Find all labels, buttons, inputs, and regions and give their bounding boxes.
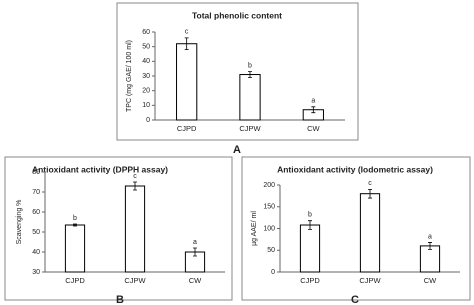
y-tick-label: 20 bbox=[142, 88, 150, 95]
significance-letter: c bbox=[133, 173, 137, 180]
y-tick-label: 60 bbox=[142, 29, 150, 36]
significance-letter: a bbox=[428, 233, 432, 240]
significance-letter: b bbox=[248, 62, 252, 69]
y-tick-label: 60 bbox=[32, 209, 40, 216]
bar bbox=[64, 224, 86, 273]
bar bbox=[124, 185, 146, 273]
panel-frame bbox=[116, 2, 359, 141]
panel-label: C bbox=[351, 294, 359, 305]
error-bar bbox=[184, 37, 189, 50]
panel-label: A bbox=[233, 144, 241, 156]
y-tick-label: 0 bbox=[271, 269, 275, 276]
error-bar bbox=[428, 242, 432, 250]
x-tick-label: CJPW bbox=[239, 124, 261, 133]
error-bar bbox=[193, 247, 197, 257]
x-tick-label: CJPD bbox=[177, 124, 197, 133]
error-bar bbox=[248, 71, 252, 78]
bar bbox=[359, 193, 381, 273]
y-tick-label: 70 bbox=[32, 189, 40, 196]
chart-title: Total phenolic content bbox=[192, 10, 282, 20]
significance-letter: a bbox=[311, 98, 315, 105]
panel-frame bbox=[4, 156, 233, 301]
error-bar bbox=[308, 220, 312, 230]
y-tick-label: 30 bbox=[142, 73, 150, 80]
x-tick-label: CW bbox=[307, 124, 320, 133]
y-tick-label: 100 bbox=[263, 225, 275, 232]
error-bar bbox=[368, 188, 372, 199]
panel-label: B bbox=[116, 294, 124, 305]
y-tick-label: 10 bbox=[142, 102, 150, 109]
x-tick-label: CJPW bbox=[124, 276, 146, 285]
y-tick-label: 50 bbox=[267, 247, 275, 254]
y-tick-label: 150 bbox=[263, 204, 275, 211]
y-tick-label: 30 bbox=[32, 269, 40, 276]
y-axis-label: TPC (mg GAE/ 100 ml) bbox=[126, 40, 133, 112]
y-tick-label: 200 bbox=[263, 182, 275, 189]
bar bbox=[419, 245, 441, 273]
x-tick-label: CJPW bbox=[359, 276, 381, 285]
significance-letter: c bbox=[185, 29, 189, 36]
x-tick-label: CW bbox=[424, 276, 437, 285]
bar bbox=[299, 224, 321, 273]
x-tick-label: CJPD bbox=[300, 276, 320, 285]
y-tick-label: 0 bbox=[146, 117, 150, 124]
significance-letter: b bbox=[73, 215, 77, 222]
y-axis-label: µg AAE/ ml bbox=[251, 211, 258, 246]
error-bar bbox=[311, 106, 316, 114]
y-tick-label: 50 bbox=[32, 229, 40, 236]
y-tick-label: 80 bbox=[32, 169, 40, 176]
y-axis-label: Scavenging % bbox=[16, 200, 23, 245]
y-tick-label: 50 bbox=[142, 44, 150, 51]
y-tick-label: 40 bbox=[142, 58, 150, 65]
chart-title: Antioxidant activity (DPPH assay) bbox=[32, 164, 168, 174]
significance-letter: b bbox=[308, 212, 312, 219]
x-tick-label: CW bbox=[189, 276, 202, 285]
x-tick-label: CJPD bbox=[65, 276, 85, 285]
significance-letter: a bbox=[193, 239, 197, 246]
error-bar bbox=[133, 181, 137, 191]
significance-letter: c bbox=[368, 180, 372, 187]
error-bar bbox=[73, 223, 77, 227]
bar bbox=[239, 74, 261, 121]
panel-frame bbox=[241, 156, 471, 301]
y-tick-label: 40 bbox=[32, 249, 40, 256]
chart-title: Antioxidant activity (Iodometric assay) bbox=[277, 164, 433, 174]
bar bbox=[176, 43, 198, 121]
